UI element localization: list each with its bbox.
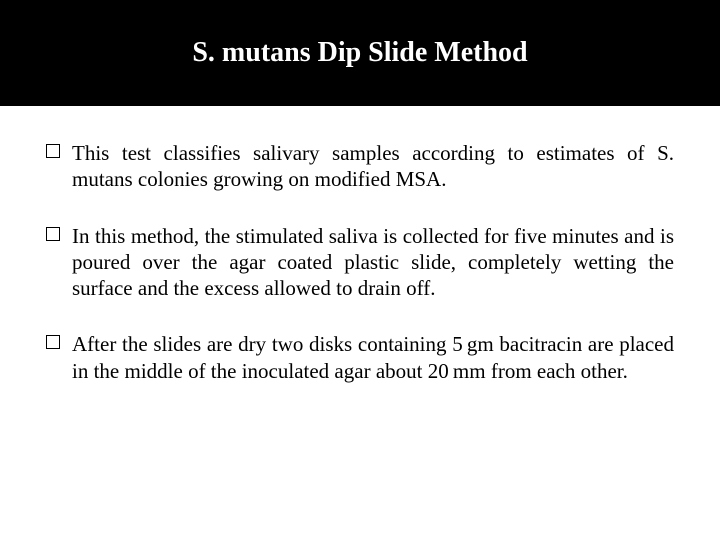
title-band: S. mutans Dip Slide Method (0, 0, 720, 106)
square-bullet-icon (46, 227, 60, 241)
square-bullet-icon (46, 144, 60, 158)
bullet-item: This test classifies salivary samples ac… (46, 140, 674, 193)
content-area: This test classifies salivary samples ac… (0, 106, 720, 384)
square-bullet-icon (46, 335, 60, 349)
bullet-item: In this method, the stimulated saliva is… (46, 223, 674, 302)
bullet-item: After the slides are dry two disks conta… (46, 331, 674, 384)
slide-container: S. mutans Dip Slide Method This test cla… (0, 0, 720, 540)
bullet-text: This test classifies salivary samples ac… (72, 141, 674, 191)
bullet-text: After the slides are dry two disks conta… (72, 332, 674, 382)
bullet-text: In this method, the stimulated saliva is… (72, 224, 674, 301)
slide-title: S. mutans Dip Slide Method (192, 36, 527, 70)
